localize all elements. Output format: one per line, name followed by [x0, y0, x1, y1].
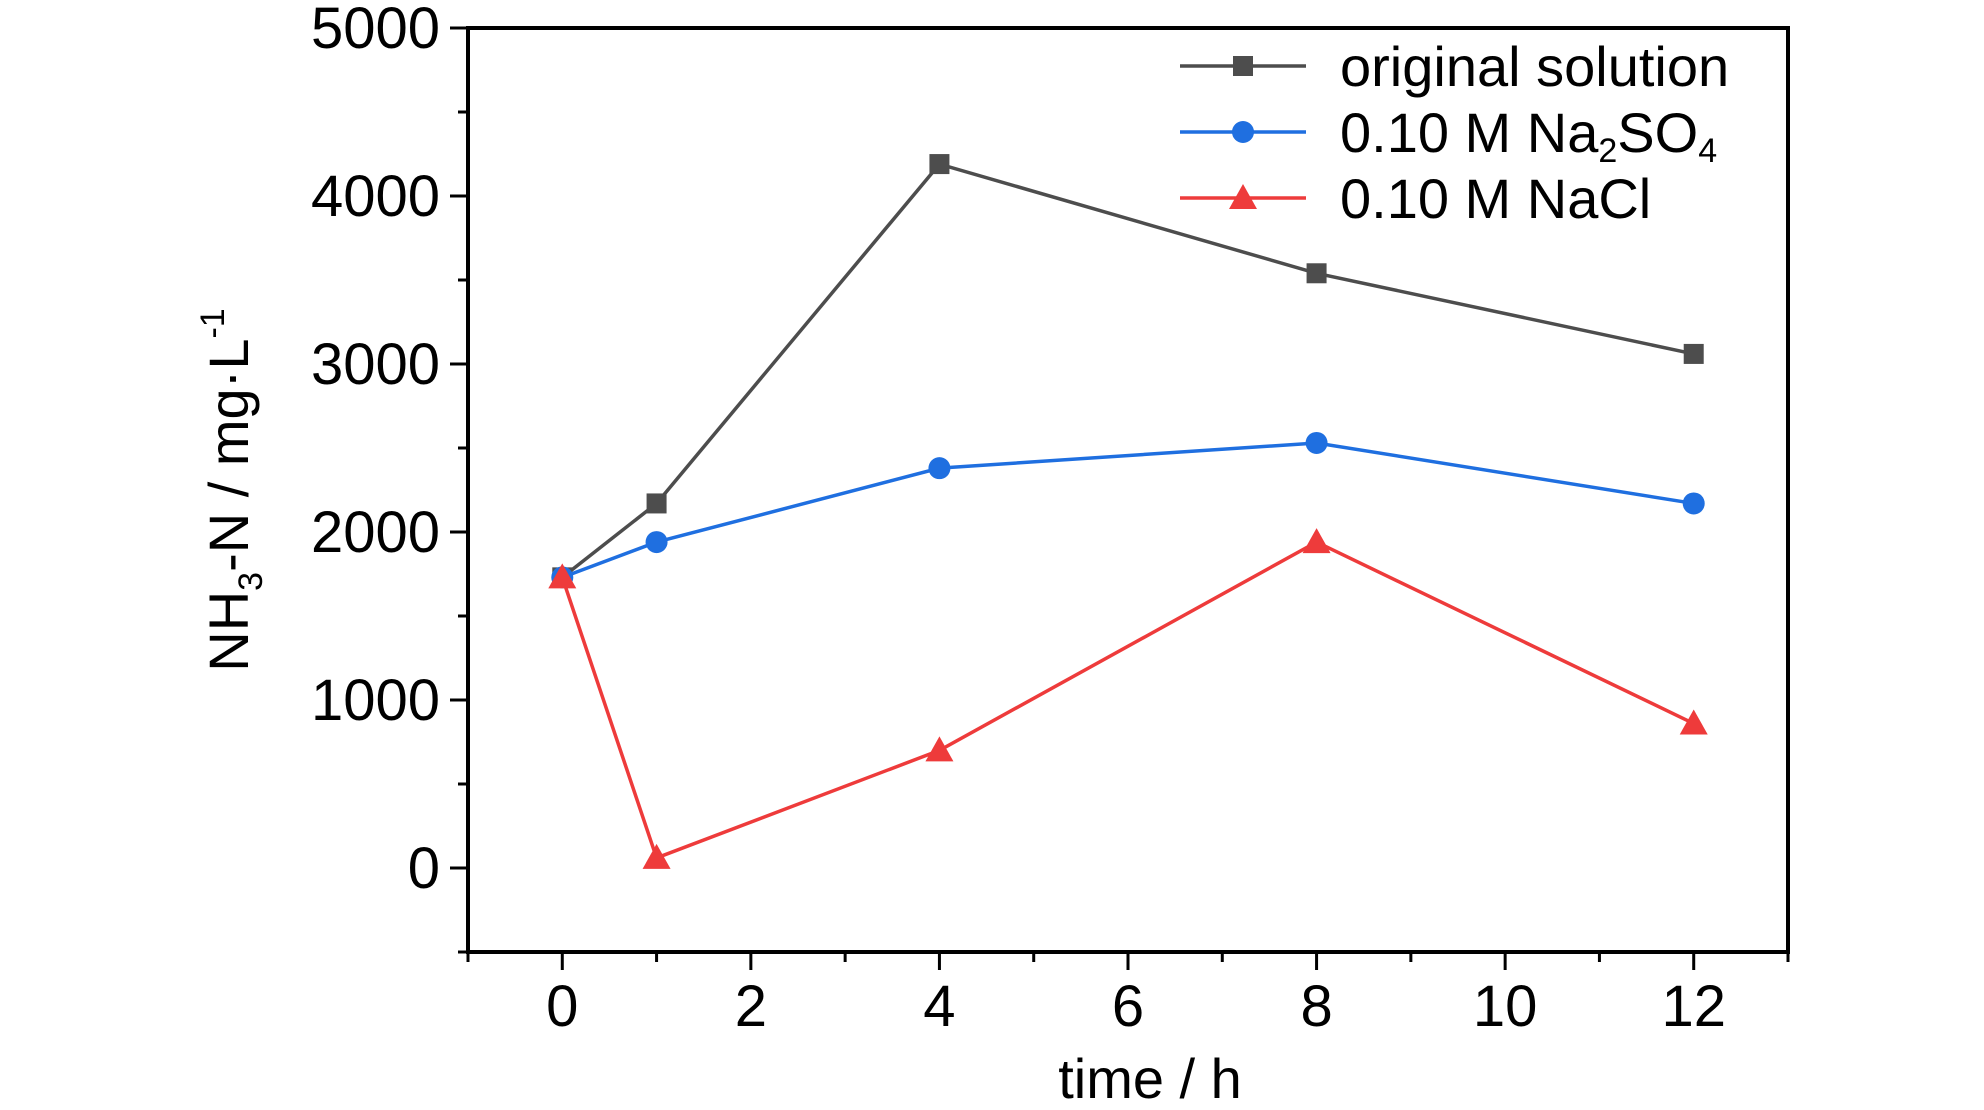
x-axis-label: time / h [1058, 1047, 1242, 1110]
data-point [928, 457, 951, 480]
y-axis-label-subscript: 3 [232, 572, 270, 591]
x-tick-label: 10 [1473, 974, 1538, 1039]
x-tick-label: 2 [735, 974, 767, 1039]
axis-ticks: 0 1000 2000 3000 4000 5000 0 2 4 6 8 10 12 [311, 0, 1790, 1039]
x-tick-label: 6 [1112, 974, 1144, 1039]
y-tick-label: 3000 [311, 332, 440, 397]
legend-label-subscript: 2 [1598, 132, 1617, 170]
series-2 [551, 431, 1705, 589]
data-point [642, 843, 671, 869]
data-point [925, 736, 954, 762]
legend-item: 0.10 M NaCl [1180, 167, 1651, 230]
y-axis-label-prefix: NH [197, 591, 260, 672]
y-axis-label: NH3-N / mg·L-1 [194, 308, 270, 671]
y-tick-label: 1000 [311, 668, 440, 733]
data-point [646, 493, 667, 514]
data-point [929, 154, 950, 175]
legend-item: original solution [1180, 35, 1729, 98]
legend-swatch-marker [1232, 121, 1254, 143]
series-line [560, 540, 1695, 861]
legend-label-text: 0.10 M Na [1340, 101, 1599, 164]
legend-label-text: original solution [1340, 35, 1729, 98]
y-axis-label-superscript: -1 [194, 308, 232, 338]
data-point [1305, 431, 1328, 454]
y-tick-label: 4000 [311, 164, 440, 229]
legend-swatch-marker [1229, 184, 1257, 209]
data-point [1679, 709, 1708, 735]
y-axis-label-middle: -N / mg·L [197, 339, 260, 572]
legend-label: 0.10 M NaCl [1340, 167, 1651, 230]
x-tick-label: 4 [923, 974, 955, 1039]
y-tick-label: 0 [408, 836, 440, 901]
data-point [1302, 528, 1331, 554]
x-tick-label: 12 [1661, 974, 1726, 1039]
legend-item: 0.10 M Na2SO4 [1180, 101, 1717, 170]
legend-label-text: 0.10 M NaCl [1340, 167, 1651, 230]
data-point [645, 531, 668, 554]
data-point [1306, 263, 1327, 284]
legend-label: 0.10 M Na2SO4 [1340, 101, 1717, 170]
y-tick-label: 5000 [311, 0, 440, 61]
y-tick-label: 2000 [311, 500, 440, 565]
series-line [561, 441, 1694, 579]
x-tick-label: 0 [546, 974, 578, 1039]
legend-label: original solution [1340, 35, 1729, 98]
legend-label-text: SO [1617, 101, 1698, 164]
series-1 [552, 154, 1704, 588]
legend-swatch-marker [1233, 56, 1253, 76]
data-point [1682, 492, 1705, 515]
data-point [548, 563, 577, 589]
data-point [1683, 343, 1704, 364]
series-layer [548, 154, 1708, 869]
series-3 [548, 528, 1708, 869]
x-tick-label: 8 [1300, 974, 1332, 1039]
legend-label-subscript: 4 [1698, 132, 1717, 170]
